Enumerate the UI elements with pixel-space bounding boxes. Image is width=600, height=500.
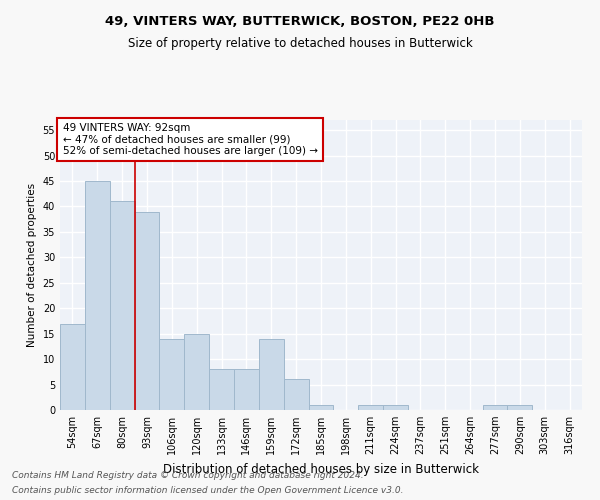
Bar xyxy=(234,370,259,410)
Bar xyxy=(85,181,110,410)
Bar xyxy=(308,405,334,410)
X-axis label: Distribution of detached houses by size in Butterwick: Distribution of detached houses by size … xyxy=(163,462,479,475)
Bar xyxy=(358,405,383,410)
Text: 49 VINTERS WAY: 92sqm
← 47% of detached houses are smaller (99)
52% of semi-deta: 49 VINTERS WAY: 92sqm ← 47% of detached … xyxy=(62,123,317,156)
Bar xyxy=(482,405,508,410)
Bar xyxy=(134,212,160,410)
Bar xyxy=(284,380,308,410)
Bar xyxy=(60,324,85,410)
Bar xyxy=(184,334,209,410)
Text: Contains public sector information licensed under the Open Government Licence v3: Contains public sector information licen… xyxy=(12,486,404,495)
Bar xyxy=(209,370,234,410)
Bar xyxy=(508,405,532,410)
Text: Size of property relative to detached houses in Butterwick: Size of property relative to detached ho… xyxy=(128,38,472,51)
Y-axis label: Number of detached properties: Number of detached properties xyxy=(27,183,37,347)
Bar xyxy=(383,405,408,410)
Bar xyxy=(160,339,184,410)
Bar xyxy=(110,202,134,410)
Text: 49, VINTERS WAY, BUTTERWICK, BOSTON, PE22 0HB: 49, VINTERS WAY, BUTTERWICK, BOSTON, PE2… xyxy=(105,15,495,28)
Bar xyxy=(259,339,284,410)
Text: Contains HM Land Registry data © Crown copyright and database right 2024.: Contains HM Land Registry data © Crown c… xyxy=(12,471,364,480)
